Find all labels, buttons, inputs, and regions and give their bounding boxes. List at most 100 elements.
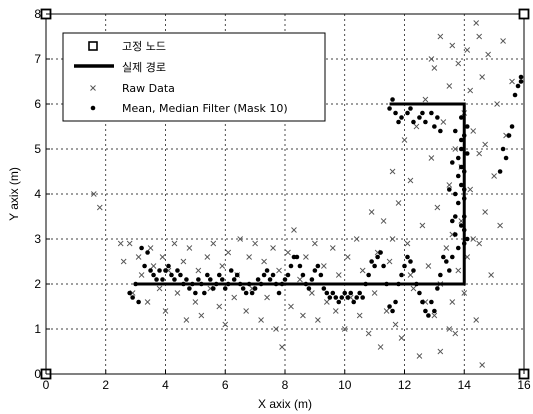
filter-data-point (458, 146, 464, 152)
filter-data-point (154, 277, 159, 282)
raw-data-point (138, 272, 145, 278)
raw-data-point (231, 294, 238, 301)
raw-data-point (324, 299, 330, 305)
filter-data-point (464, 151, 470, 156)
filter-data-point (345, 295, 351, 300)
filter-data-point (464, 124, 470, 129)
raw-data-point (407, 272, 414, 278)
legend-label-actual-path: 실제 경로 (122, 61, 166, 74)
filter-data-point (255, 277, 261, 282)
filter-data-point (321, 286, 327, 291)
filter-data-point (166, 263, 171, 269)
filter-data-point (387, 106, 392, 111)
filter-data-point (452, 214, 458, 219)
raw-data-point (273, 326, 279, 332)
filter-data-point (375, 254, 380, 260)
filter-data-point (300, 272, 306, 278)
filter-data-point (193, 290, 198, 296)
legend-box (62, 32, 326, 122)
filter-data-point (142, 263, 147, 269)
raw-data-point (252, 240, 258, 247)
raw-data-point (431, 312, 438, 319)
filter-data-point (503, 155, 509, 161)
filter-data-point (435, 286, 440, 291)
raw-data-point (443, 245, 450, 251)
raw-data-point (309, 290, 315, 296)
filter-data-point (205, 272, 210, 278)
actual-path-series (135, 102, 466, 286)
raw-data-point (192, 299, 199, 305)
legend-node-swatch (88, 41, 98, 51)
raw-data-point (270, 245, 276, 251)
raw-data-point (261, 258, 267, 265)
filter-data-point (458, 164, 464, 170)
filter-data-point (228, 268, 234, 273)
filter-data-point (163, 268, 168, 273)
filter-data-point (405, 110, 410, 116)
raw-data-point (473, 20, 480, 26)
y-tick-label: 1 (34, 322, 41, 336)
raw-data-point (222, 321, 229, 328)
raw-data-point (500, 38, 506, 44)
legend-raw-swatch (90, 85, 96, 91)
raw-data-point (464, 47, 471, 53)
x-tick-label: 0 (43, 378, 50, 392)
filter-data-point (429, 299, 434, 305)
filter-data-point (455, 155, 461, 161)
raw-data-point (494, 101, 500, 107)
filter-data-point (411, 119, 416, 125)
filter-data-point (157, 268, 162, 273)
raw-data-point (186, 245, 193, 251)
filter-data-point (318, 272, 324, 278)
filter-data-point (187, 286, 192, 291)
raw-data-point (117, 240, 124, 247)
filter-data-point (252, 286, 258, 291)
filter-data-point (497, 169, 503, 174)
raw-data-point (491, 173, 497, 179)
raw-data-point (479, 362, 485, 368)
filter-data-point (435, 115, 440, 120)
raw-data-point (341, 326, 348, 332)
filter-data-point (512, 92, 518, 98)
raw-data-point (389, 236, 396, 242)
filter-data-point (408, 259, 413, 264)
filter-data-point (458, 115, 464, 120)
raw-data-point (312, 240, 318, 247)
filter-data-point (175, 268, 180, 273)
raw-data-point (368, 209, 375, 215)
filter-data-point (452, 191, 458, 197)
raw-data-point (225, 249, 232, 256)
filter-data-point (297, 263, 303, 269)
raw-data-point (485, 51, 491, 58)
raw-data-point (285, 249, 291, 256)
raw-data-point (476, 150, 483, 157)
raw-data-point (243, 308, 249, 314)
filter-data-point (216, 272, 222, 278)
raw-data-point (198, 312, 205, 319)
raw-data-point (279, 344, 285, 350)
raw-data-point (416, 353, 423, 359)
raw-data-point (219, 263, 226, 269)
raw-data-point (353, 236, 360, 242)
filter-data-point (234, 272, 240, 278)
filter-data-point (243, 290, 249, 296)
raw-data-point (377, 344, 384, 350)
filter-data-point (342, 290, 348, 296)
legend-filter-swatch (90, 105, 96, 111)
raw-data-point (288, 303, 294, 310)
raw-data-point (216, 303, 223, 310)
filter-data-point (336, 299, 342, 305)
y-tick-label: 0 (34, 367, 41, 381)
filter-data-point (231, 277, 237, 282)
raw-data-point (389, 168, 396, 175)
raw-data-point (156, 285, 163, 292)
raw-data-point (434, 204, 441, 211)
raw-data-point (482, 209, 488, 215)
filter-data-point (447, 187, 452, 192)
raw-data-point (344, 254, 351, 260)
filter-data-point (372, 263, 377, 269)
filter-data-point (423, 119, 428, 125)
raw-data-point (126, 240, 133, 247)
raw-data-point (398, 335, 405, 341)
